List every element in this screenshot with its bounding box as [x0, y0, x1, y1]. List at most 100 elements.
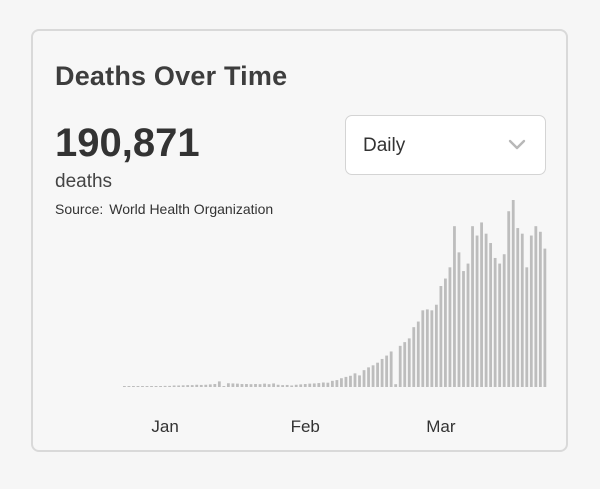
- x-tick-label: Feb: [291, 417, 320, 436]
- deaths-card: Deaths Over Time 190,871 deaths Source: W…: [31, 29, 568, 452]
- chart-bar: [511, 200, 515, 387]
- chart-bar: [403, 342, 407, 387]
- chart-bar: [453, 226, 456, 387]
- chart-bar: [172, 385, 176, 387]
- chart-bar: [344, 376, 348, 387]
- chart-bar: [231, 383, 235, 387]
- chart-bar: [525, 267, 529, 387]
- chart-bar: [534, 226, 538, 387]
- chart-bar: [272, 383, 275, 387]
- chart-bar: [132, 386, 135, 387]
- chart-bar: [123, 386, 126, 387]
- death-total: 190,871: [55, 121, 200, 165]
- chart-bar: [136, 386, 140, 387]
- chart-bar: [376, 362, 379, 387]
- chart-bar: [258, 384, 262, 387]
- chart-bar: [340, 378, 343, 387]
- chart-bar: [190, 385, 194, 387]
- chart-bar: [444, 278, 447, 387]
- chart-bar: [222, 386, 226, 387]
- chart-bar: [502, 254, 506, 387]
- chart-bar: [480, 222, 483, 387]
- chart-bar: [150, 386, 153, 387]
- chart-bar: [425, 309, 429, 387]
- chart-bar: [317, 383, 321, 387]
- chart-bar: [498, 263, 502, 387]
- chart-bar: [177, 385, 181, 387]
- chart-bar: [398, 345, 402, 387]
- chart-bar: [217, 381, 221, 387]
- chart-bar: [249, 384, 253, 387]
- chart-bar: [299, 384, 303, 387]
- chart-bar: [516, 228, 520, 387]
- chart-bar: [226, 383, 230, 387]
- chart-bar: [358, 375, 361, 387]
- chart-bar: [263, 383, 266, 387]
- chart-bar: [290, 385, 294, 387]
- chart-bar: [439, 286, 443, 387]
- chart-bar: [326, 382, 330, 387]
- chart-bar: [168, 385, 172, 387]
- chart-bar: [543, 248, 547, 387]
- chart-bar: [330, 380, 334, 387]
- chart-bar: [430, 310, 434, 387]
- chart-bar: [240, 384, 244, 387]
- chart-bar: [127, 386, 131, 387]
- source-line: Source: World Health Organization: [55, 201, 273, 217]
- source-name: World Health Organization: [109, 201, 274, 217]
- chart-bar: [267, 384, 271, 387]
- chart-bar: [335, 380, 339, 387]
- source-label: Source:: [55, 201, 104, 217]
- chevron-down-icon: [508, 139, 526, 150]
- chart-bar: [407, 338, 411, 387]
- chart-bar: [489, 243, 493, 387]
- chart-bar: [412, 327, 416, 387]
- chart-bar: [457, 252, 461, 387]
- chart-bar: [507, 211, 511, 387]
- chart-bar: [303, 384, 307, 387]
- chart-bar: [421, 310, 425, 387]
- chart-bar: [371, 365, 375, 387]
- chart-bar: [159, 386, 162, 387]
- death-unit-label: deaths: [55, 171, 113, 192]
- chart-bar: [181, 385, 185, 387]
- chart-bar: [285, 384, 289, 387]
- chart-bar: [349, 375, 352, 387]
- chart-bar: [294, 384, 298, 387]
- chart-bar: [394, 384, 398, 387]
- chart-bar: [538, 231, 542, 387]
- chart-bar: [195, 384, 199, 387]
- chart-bar: [466, 263, 470, 387]
- chart-bar: [353, 373, 357, 387]
- chart-bar: [254, 384, 257, 387]
- chart-bar: [281, 385, 285, 387]
- chart-bar: [199, 384, 203, 387]
- interval-dropdown-value: Daily: [363, 135, 406, 156]
- chart-bar: [389, 351, 393, 387]
- chart-bar: [236, 383, 239, 387]
- chart-bar: [245, 384, 248, 387]
- chart-bar: [529, 235, 533, 387]
- chart-bar: [493, 257, 497, 387]
- chart-bar: [484, 233, 488, 387]
- chart-bar: [434, 304, 438, 387]
- chart-bar: [154, 386, 158, 387]
- deaths-bar-chart: Jan Feb Mar: [123, 200, 547, 436]
- chart-bar: [308, 383, 312, 387]
- interval-dropdown[interactable]: Daily: [345, 115, 546, 175]
- chart-bar: [475, 235, 479, 387]
- chart-bar: [312, 383, 316, 387]
- chart-bar: [208, 384, 212, 387]
- chart-bar: [385, 355, 389, 387]
- chart-bar: [141, 386, 144, 387]
- chart-bar: [520, 233, 524, 387]
- chart-bar: [471, 226, 474, 387]
- chart-bar: [416, 321, 420, 387]
- chart-bar: [448, 267, 452, 387]
- x-tick-label: Mar: [426, 417, 456, 436]
- chart-bar: [213, 384, 217, 387]
- card-title: Deaths Over Time: [55, 61, 288, 91]
- chart-bar: [204, 384, 208, 387]
- chart-bar: [321, 382, 325, 387]
- chart-bar: [362, 370, 366, 387]
